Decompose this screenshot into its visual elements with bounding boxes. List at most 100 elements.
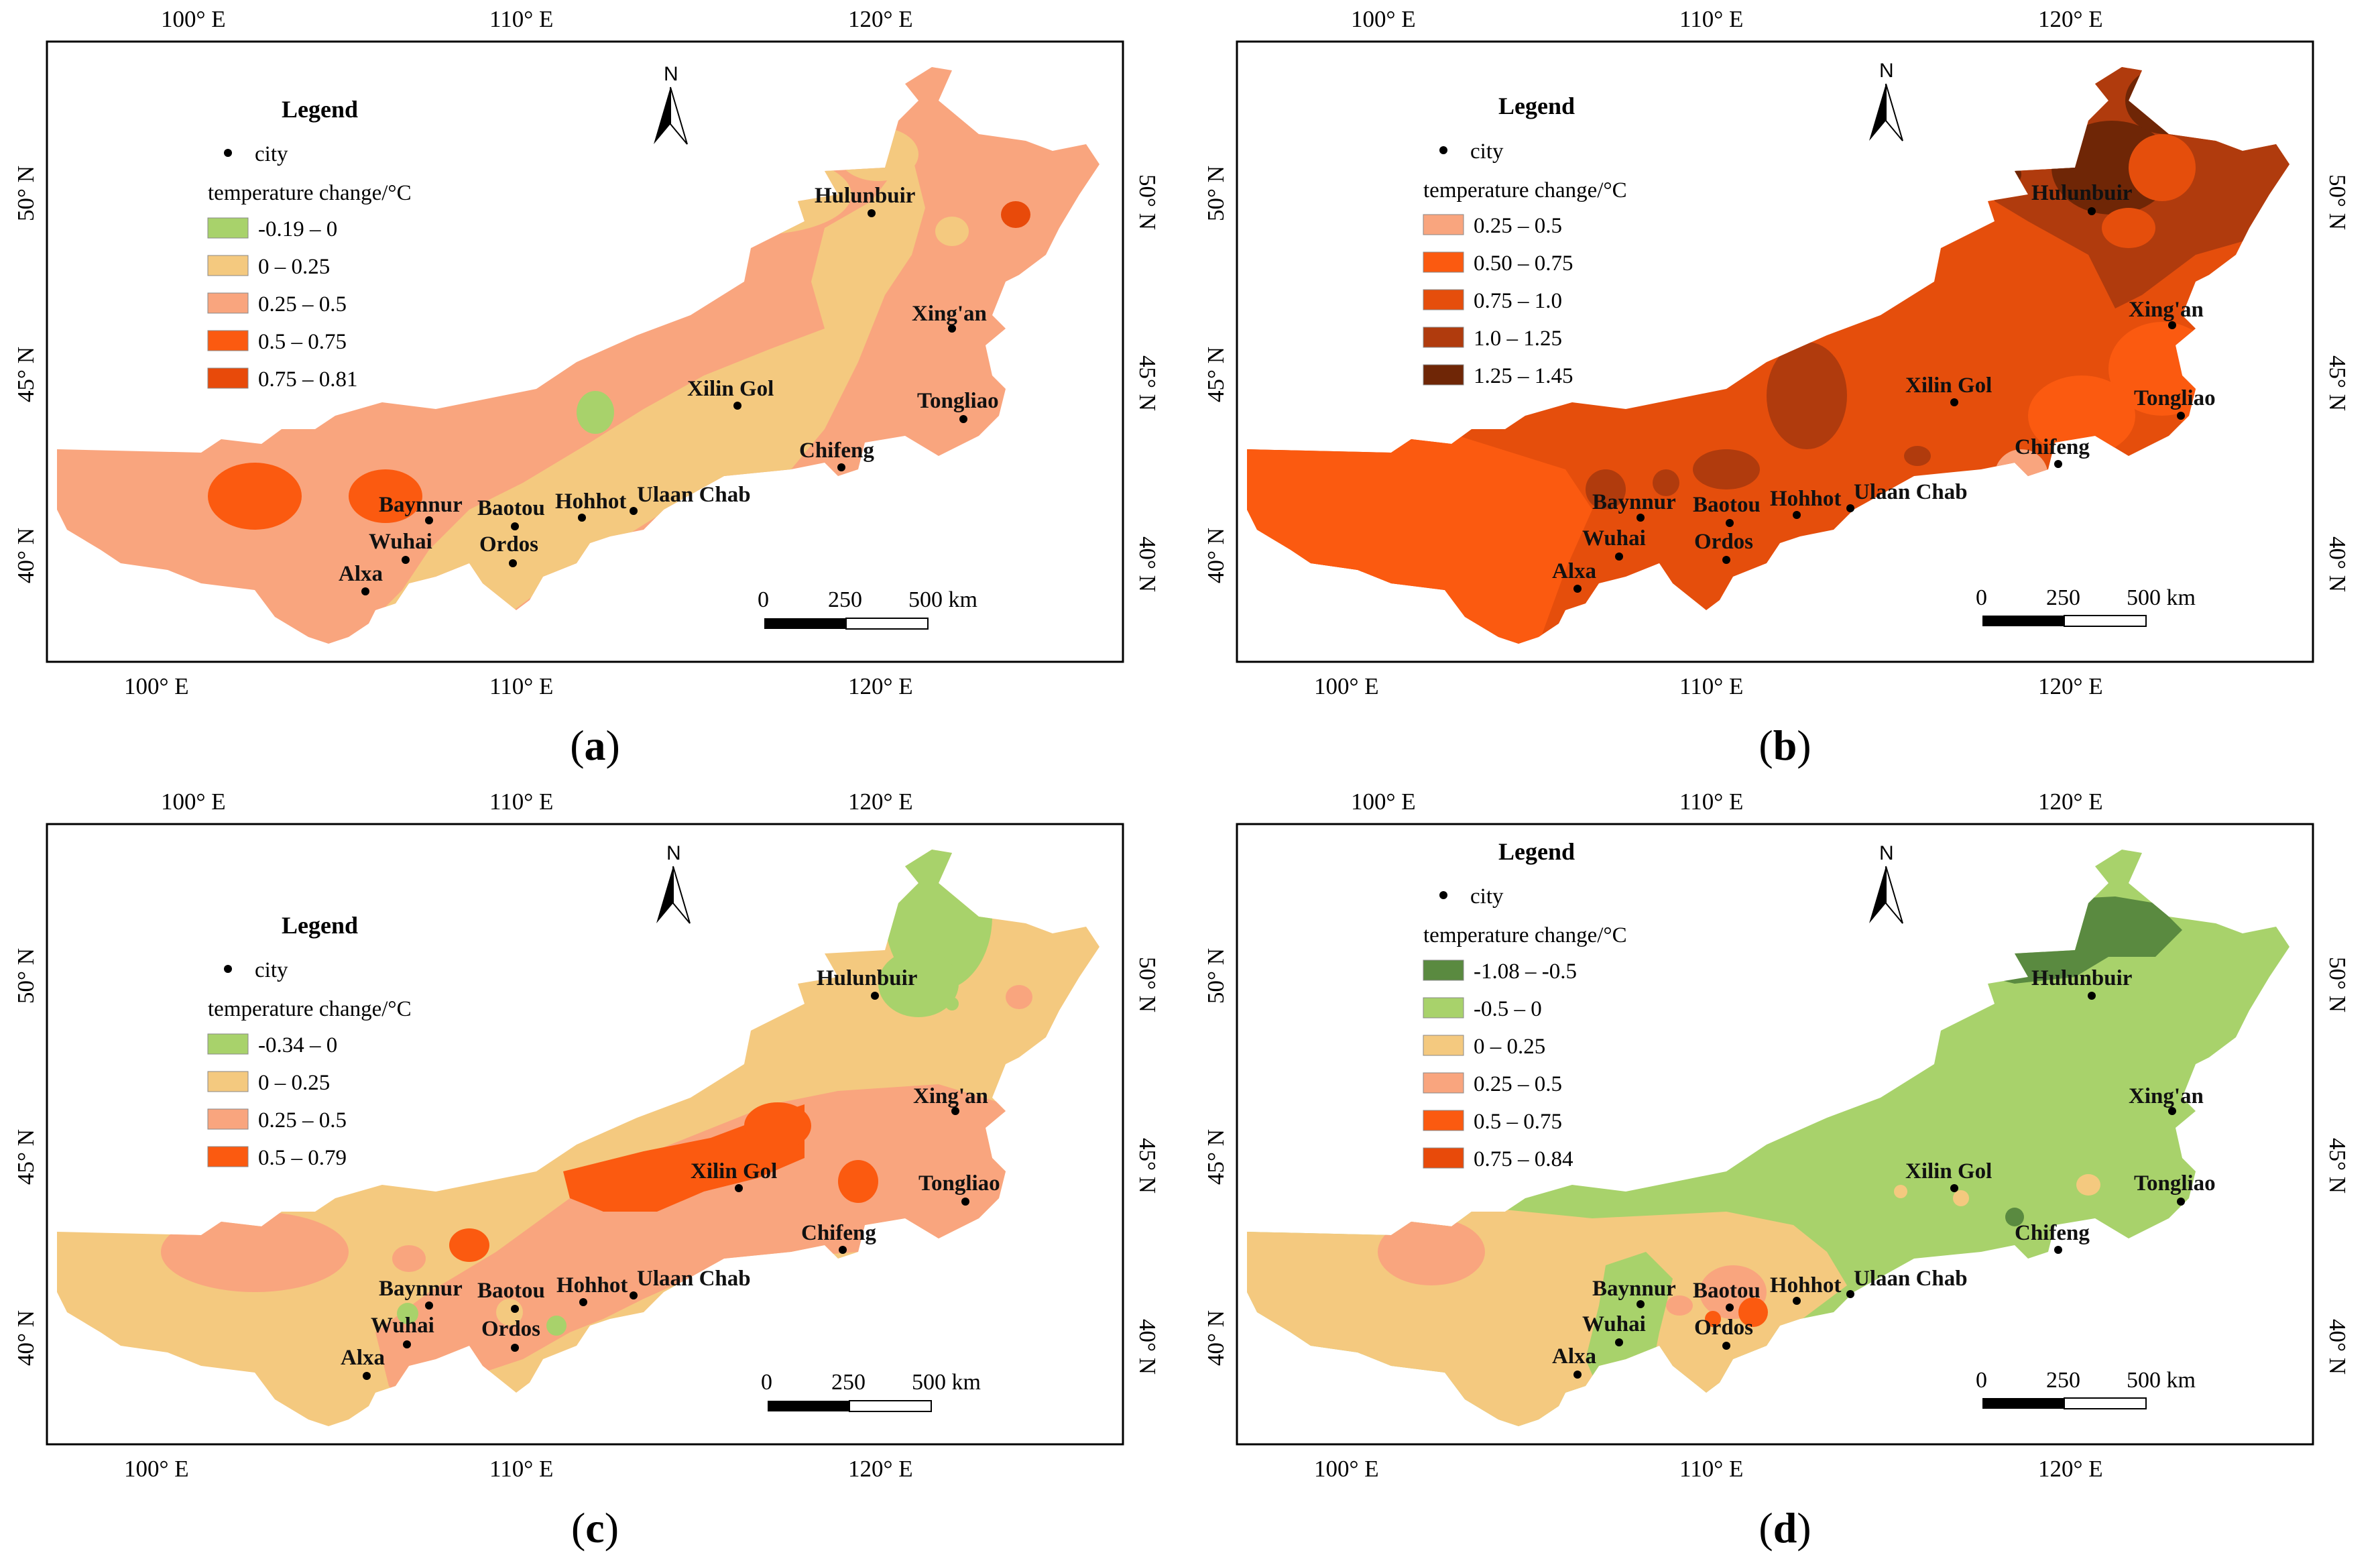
city-label: Baotou [1693,1279,1761,1303]
north-label: N [1879,842,1894,864]
scale-label: 500 km [908,587,977,612]
city-dot-icon [578,514,586,522]
city-dot-icon [1573,585,1582,593]
legend-swatch [1423,1147,1464,1169]
lon-tick-labels-bottom: 100° E 110° E 120° E [124,1456,913,1482]
legend-city-label: city [255,142,288,166]
city-label: Baotou [1693,493,1761,517]
city-label: Wuhai [369,530,432,554]
lon-label-top: 100° E [161,6,226,32]
city-label: Xing'an [2129,298,2204,322]
scale-label: 500 km [2127,1368,2196,1393]
city-dot-icon [1439,891,1447,899]
scale-label: 250 [828,587,862,612]
city-label: Xilin Gol [691,1159,777,1183]
legend-class-label: 0.75 – 0.84 [1474,1147,1573,1171]
lat-label-left: 45° N [13,347,39,402]
lat-label-right: 45° N [1134,1138,1161,1194]
panel-caption: (b) [1759,721,1811,769]
city-dot-icon [839,1246,847,1254]
legend-class-label: 0.75 – 1.0 [1474,289,1562,313]
city-label: Wuhai [371,1314,434,1338]
city-dot-icon [511,522,519,530]
city-dot-icon [403,1340,411,1348]
legend-class-label: -0.5 – 0 [1474,997,1542,1021]
lon-label-top: 100° E [1351,789,1416,815]
lat-label-right: 45° N [2324,1138,2351,1194]
legend-swatch [1423,1110,1464,1131]
city-label: Baotou [477,496,545,520]
lat-tick-labels-left: 50° N 45° N 40° N [1203,948,1229,1366]
city-label: Ordos [1694,530,1753,554]
lat-label-right: 40° N [2324,1319,2351,1375]
lon-label-top: 120° E [2038,789,2103,815]
lon-label-bottom: 120° E [848,1456,913,1482]
city-dot-icon [2088,992,2096,1000]
city-label: Ordos [479,532,538,557]
city-dot-icon [1573,1371,1582,1379]
scale-label: 250 [2046,1368,2080,1393]
lat-label-left: 45° N [13,1129,39,1185]
lon-label-bottom: 110° E [489,1456,553,1482]
lat-label-left: 50° N [13,166,39,221]
city-label: Chifeng [801,1221,876,1245]
north-arrow-icon: N [1869,842,1903,924]
scale-bar: 0 250 500 km [1976,585,2196,627]
legend-city-label: city [1470,139,1504,164]
legend-swatch [207,1108,249,1130]
city-dot-icon [2054,460,2062,468]
legend-swatch [207,217,249,239]
legend-class-label: 0.25 – 0.5 [258,1108,347,1133]
city-dot-icon [224,965,232,973]
city-label: Wuhai [1582,1312,1646,1336]
lat-label-left: 40° N [13,528,39,583]
north-arrow-icon: N [656,842,691,924]
city-dot-icon [2088,207,2096,215]
legend-swatch [207,1071,249,1092]
city-label: Ordos [1694,1316,1753,1340]
legend-swatch [1423,1035,1464,1056]
legend-swatch [1423,960,1464,981]
north-arrow-icon: N [1869,60,1903,141]
lon-label-bottom: 100° E [1314,1456,1379,1482]
lon-label-bottom: 120° E [2038,1456,2103,1482]
lat-label-left: 50° N [1203,166,1229,221]
lon-label-top: 110° E [489,789,553,815]
lat-label-right: 40° N [2324,536,2351,592]
city-label: Hulunbuir [2031,966,2132,990]
lat-label-left: 40° N [1203,528,1229,583]
city-dot-icon [1637,514,1645,522]
city-dot-icon [1950,398,1958,406]
city-label: Hohhot [556,1273,628,1297]
city-label: Baynnur [1592,1277,1676,1301]
city-label: Hulunbuir [2031,181,2132,205]
city-dot-icon [1722,1342,1730,1350]
legend-title: Legend [282,96,358,123]
scale-label: 500 km [2127,585,2196,610]
city-dot-icon [1950,1184,1958,1192]
legend-class-label: 0.25 – 0.5 [1474,214,1562,238]
city-label: Alxa [1552,1344,1596,1369]
city-label: Ulaan Chab [637,483,751,507]
city-label: Baynnur [1592,490,1676,514]
city-label: Tongliao [918,1171,1000,1196]
legend-class-label: -0.19 – 0 [258,217,337,241]
lon-label-top: 110° E [489,6,553,32]
city-dot-icon [1615,553,1623,561]
city-dot-icon [402,556,410,564]
legend-d: Legend city temperature change/°C -1.08 … [1423,838,1627,1171]
city-label: Ulaan Chab [637,1267,751,1291]
city-dot-icon [837,463,845,471]
legend-class-label: 0.5 – 0.75 [1474,1110,1562,1134]
legend-city-label: city [1470,884,1504,909]
panel-a: 100° E 110° E 120° E 100° E 110° E 120° … [0,0,1190,782]
lon-label-bottom: 100° E [124,673,189,699]
legend-swatch [207,367,249,389]
city-dot-icon [1846,1290,1854,1298]
panel-caption: (a) [570,721,620,769]
legend-swatch [207,1033,249,1055]
map-a: 100° E 110° E 120° E 100° E 110° E 120° … [13,6,1161,699]
city-dot-icon [961,1198,969,1206]
lon-tick-labels-bottom: 100° E 110° E 120° E [1314,673,2103,699]
north-arrow-icon: N [654,63,688,145]
